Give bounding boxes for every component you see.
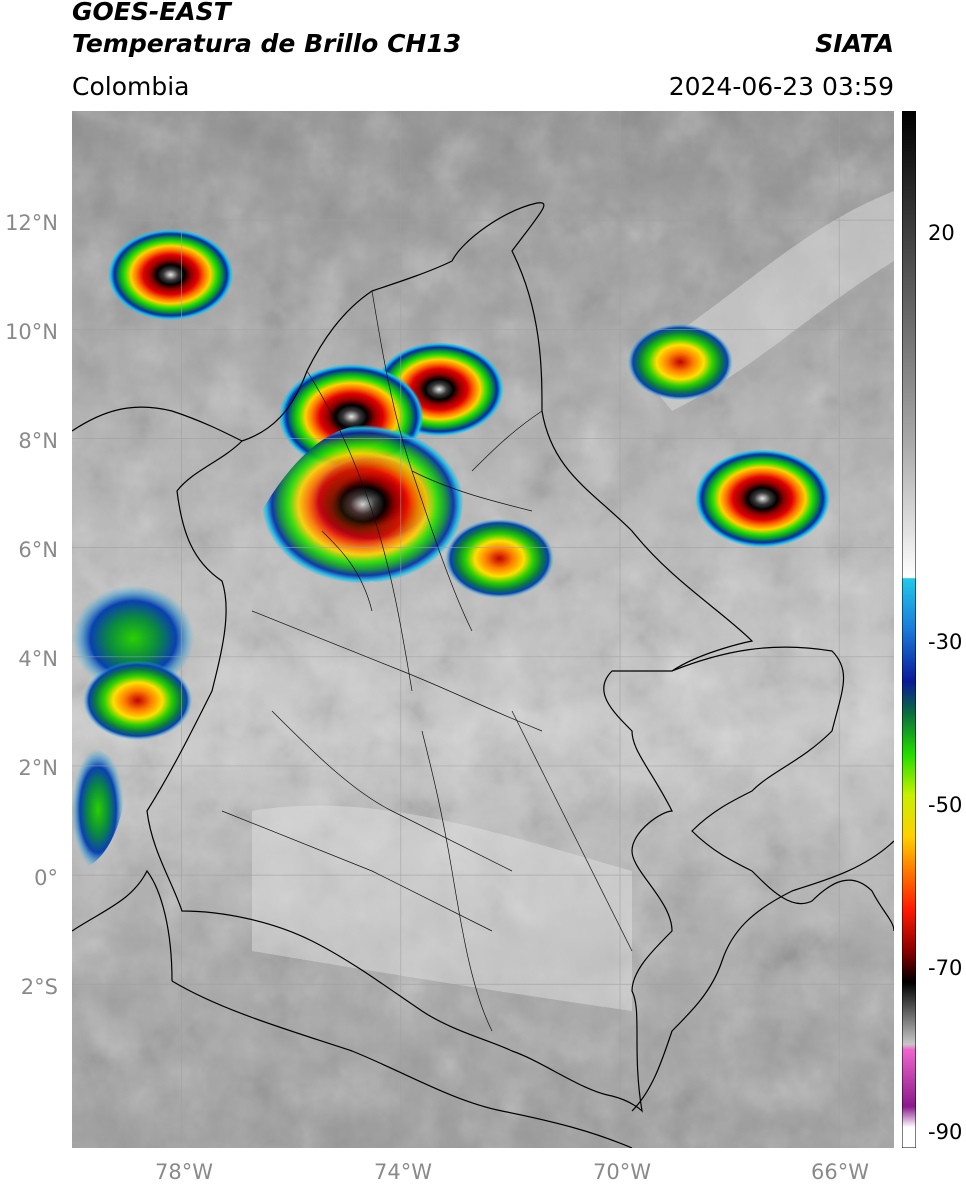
datetime-label: 2024-06-23 03:59 <box>668 72 894 101</box>
venezuela-border <box>671 646 894 932</box>
colorbar <box>902 111 916 1148</box>
panama-border <box>72 406 243 442</box>
lat-tick-label: 12°N <box>5 211 58 235</box>
magdalena-medio-cell <box>444 518 554 599</box>
venezuela-cell <box>695 449 830 548</box>
peru-border <box>171 980 633 1148</box>
brazil-border <box>631 840 894 1112</box>
colorbar-tick-label: 20 <box>928 221 955 246</box>
lat-tick-label: 10°N <box>5 320 58 344</box>
colorbar-tick-label: -70 <box>928 956 963 981</box>
lon-tick-label: 74°W <box>374 1160 432 1184</box>
pacific-cell <box>83 660 193 741</box>
graticule <box>72 111 894 1148</box>
lon-tick-label: 66°W <box>811 1160 869 1184</box>
coastal-cloud <box>72 748 124 871</box>
lon-tick-label: 78°W <box>155 1160 213 1184</box>
organization-label: SIATA <box>815 29 894 58</box>
lat-tick-label: 2°N <box>18 756 58 780</box>
ecuador-border <box>72 869 173 982</box>
product-title: Temperatura de Brillo CH13 <box>72 29 462 58</box>
colorbar-tick-label: -90 <box>928 1119 963 1144</box>
caribbean-cell <box>108 229 233 321</box>
satellite-title: GOES-EAST <box>72 0 231 26</box>
cloud-band <box>252 805 632 1011</box>
lon-tick-label: 70°W <box>593 1160 651 1184</box>
storm-complex <box>262 424 464 584</box>
colombia-border <box>146 202 754 1113</box>
colorbar-tick-label: -30 <box>928 629 963 654</box>
lat-tick-label: 4°N <box>18 647 58 671</box>
region-label: Colombia <box>72 72 190 101</box>
lat-tick-label: 2°S <box>20 975 58 999</box>
venezuela-north-cell <box>627 323 733 401</box>
lat-tick-label: 8°N <box>18 429 58 453</box>
colorbar-tick-label: -50 <box>928 793 963 818</box>
country-borders <box>72 202 894 1148</box>
internal-borders <box>221 290 633 1032</box>
lat-tick-label: 0° <box>34 866 58 890</box>
lat-tick-label: 6°N <box>18 538 58 562</box>
satellite-map[interactable] <box>72 111 894 1148</box>
coastal-cloud <box>72 585 195 692</box>
